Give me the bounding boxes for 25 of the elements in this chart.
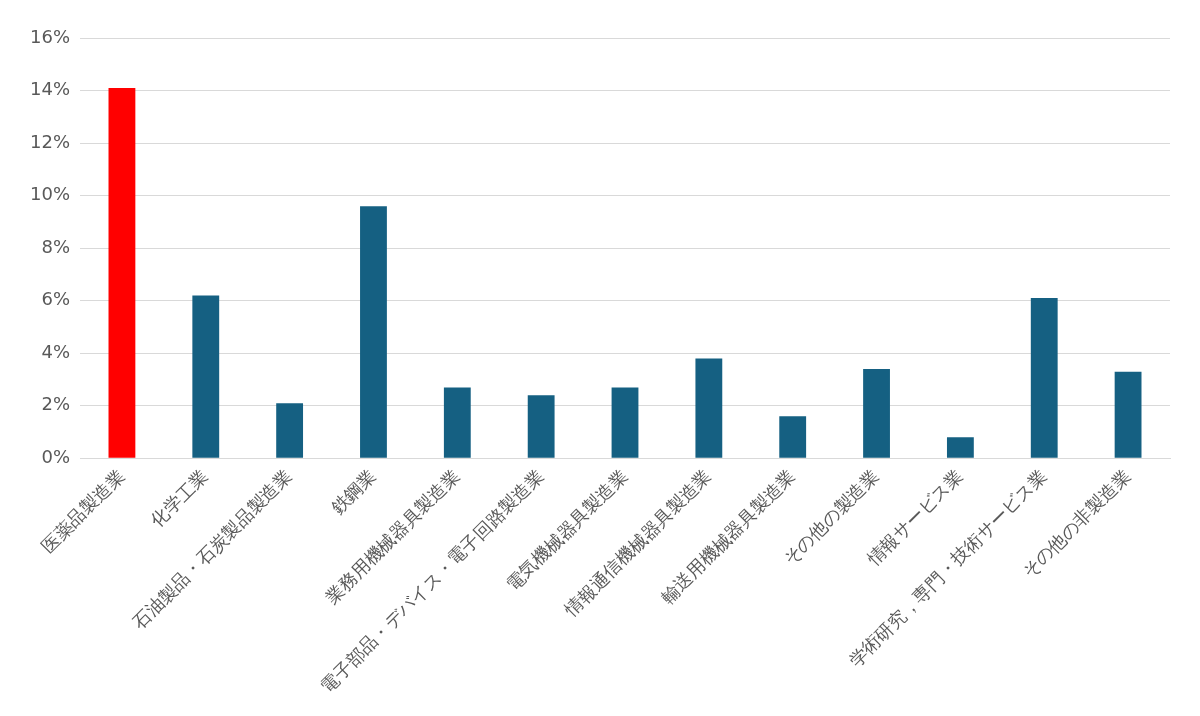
bar (192, 295, 220, 458)
bar (360, 206, 387, 458)
bar (611, 387, 639, 458)
bar (1030, 298, 1058, 458)
bar (108, 87, 136, 458)
x-tick-label: 鉄鋼業 (326, 465, 380, 519)
y-tick-label: 0% (41, 446, 71, 468)
x-tick-label: 医薬品製造業 (36, 465, 129, 557)
bar (527, 395, 555, 458)
bar (276, 403, 304, 458)
y-tick-label: 8% (41, 235, 71, 257)
y-tick-label: 10% (29, 183, 71, 205)
bar (863, 369, 890, 458)
x-tick-label: 化学工業 (146, 465, 212, 532)
y-tick-label: 4% (41, 340, 71, 362)
y-tick-label: 6% (41, 288, 71, 310)
y-tick-label: 16% (29, 25, 71, 47)
bar (946, 437, 974, 458)
y-tick-label: 2% (41, 393, 71, 415)
bar (779, 416, 807, 458)
y-tick-label: 12% (29, 130, 71, 152)
bar (443, 387, 471, 458)
y-tick-label: 14% (29, 78, 71, 100)
bar (1114, 371, 1142, 458)
bar (695, 358, 723, 458)
